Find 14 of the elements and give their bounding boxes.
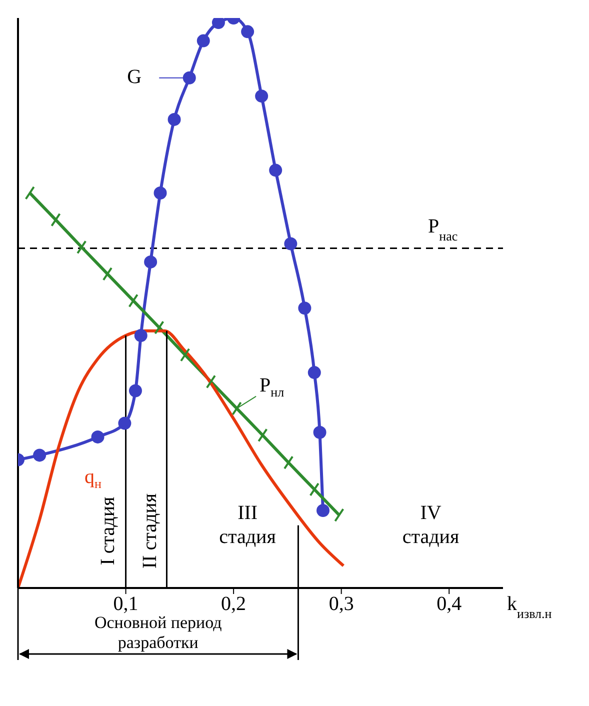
legend-label: G xyxy=(127,65,142,88)
x-tick-label: 0,1 xyxy=(113,593,138,616)
x-axis-title: k$_{извл.н}$ xyxy=(507,593,552,620)
annotation: I стадия xyxy=(97,496,120,566)
x-tick-label: 0,2 xyxy=(221,593,246,616)
annotation: III стадия xyxy=(219,502,276,548)
text: Основной период разработки xyxy=(94,613,222,652)
ref-line-label: P$_{нас}$ xyxy=(428,215,458,243)
series-label: q$_{н}$ xyxy=(84,466,102,492)
x-tick-label: 0,3 xyxy=(328,593,354,616)
x-tick-label: 0,4 xyxy=(436,593,462,616)
annotation: IV стадия xyxy=(402,502,460,548)
annotation: II стадия xyxy=(139,493,162,569)
series-label: P$_{нл}$ xyxy=(260,374,285,400)
